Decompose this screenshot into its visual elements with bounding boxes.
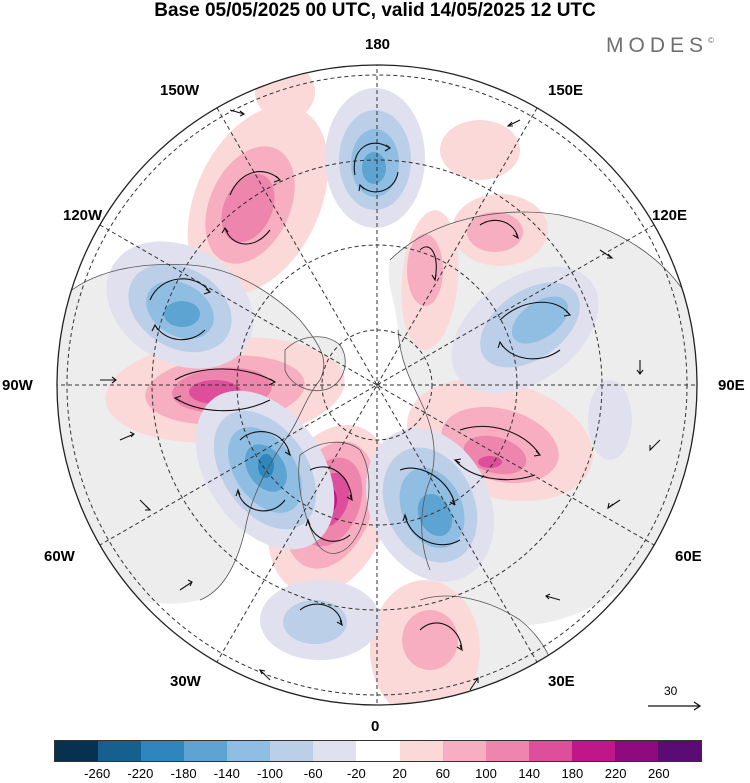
reference-vector-arrow: [648, 701, 702, 711]
lon-label-30w: 30W: [170, 673, 201, 690]
colorbar-segment: [485, 741, 529, 761]
colorbar-segment: [571, 741, 615, 761]
colorbar-segment: [442, 741, 486, 761]
colorbar-segment: [399, 741, 443, 761]
map-boundary: [56, 64, 698, 706]
wind-vectors: [100, 109, 661, 691]
lon-label-150w: 150W: [160, 82, 200, 99]
colorbar-tick-label: -20: [346, 766, 366, 781]
colorbar-tick-label: 260: [647, 766, 670, 781]
reference-vector-label: 30: [664, 684, 678, 698]
copyright-mark: ©: [708, 36, 714, 45]
colorbar-segment: [184, 741, 228, 761]
colorbar-segment: [270, 741, 314, 761]
colorbar-tick-label: 20: [392, 766, 407, 781]
lon-label-30e: 30E: [548, 673, 575, 690]
colorbar-segment: [528, 741, 572, 761]
graticule: [57, 65, 697, 705]
colorbar-tick-label: -260: [84, 766, 111, 781]
colorbar-segment: [227, 741, 271, 761]
colorbar-tick-label: 100: [475, 766, 497, 781]
colorbar-segment: [313, 741, 357, 761]
colorbar-tick-label: -180: [170, 766, 197, 781]
lon-label-90e: 90E: [718, 377, 745, 394]
lon-label-120e: 120E: [652, 207, 688, 224]
colorbar-tick-label: -100: [256, 766, 284, 781]
colorbar-tick-label: -60: [303, 766, 323, 781]
colorbar-tick-label: 220: [604, 766, 627, 781]
lon-label-120w: 120W: [63, 207, 103, 224]
polar-stereographic-map: [56, 64, 702, 711]
colorbar-segment: [141, 741, 185, 761]
lon-label-60e: 60E: [675, 548, 702, 565]
lon-label-90w: 90W: [2, 377, 33, 394]
lon-label-180: 180: [365, 36, 391, 53]
brand-text: MODES: [606, 34, 709, 57]
lon-label-150e: 150E: [548, 82, 584, 99]
colorbar-segment: [614, 741, 658, 761]
lon-label-60w: 60W: [44, 548, 75, 565]
colorbar-tick-label: 140: [518, 766, 541, 781]
coastlines: [59, 211, 696, 705]
colorbar-tick-label: -140: [213, 766, 240, 781]
positive-anomalies: [105, 65, 593, 705]
colorbar-tick-label: -220: [127, 766, 154, 781]
colorbar-tick-labels: -260 -220 -180 -140 -100 -60 -20 20 60 100 140 180 2…: [0, 766, 750, 783]
colorbar: [54, 740, 702, 762]
map-title: Base 05/05/2025 00 UTC, valid 14/05/2025…: [154, 0, 596, 21]
colorbar-segment: [55, 741, 99, 761]
modes-logo: MODES©: [606, 34, 714, 58]
colorbar-segment: [98, 741, 142, 761]
colorbar-segment: [356, 741, 400, 761]
colorbar-tick-label: 60: [435, 766, 451, 781]
colorbar-segment: [657, 741, 701, 761]
colorbar-tick-label: 180: [561, 766, 584, 781]
lon-label-0: 0: [371, 718, 380, 735]
